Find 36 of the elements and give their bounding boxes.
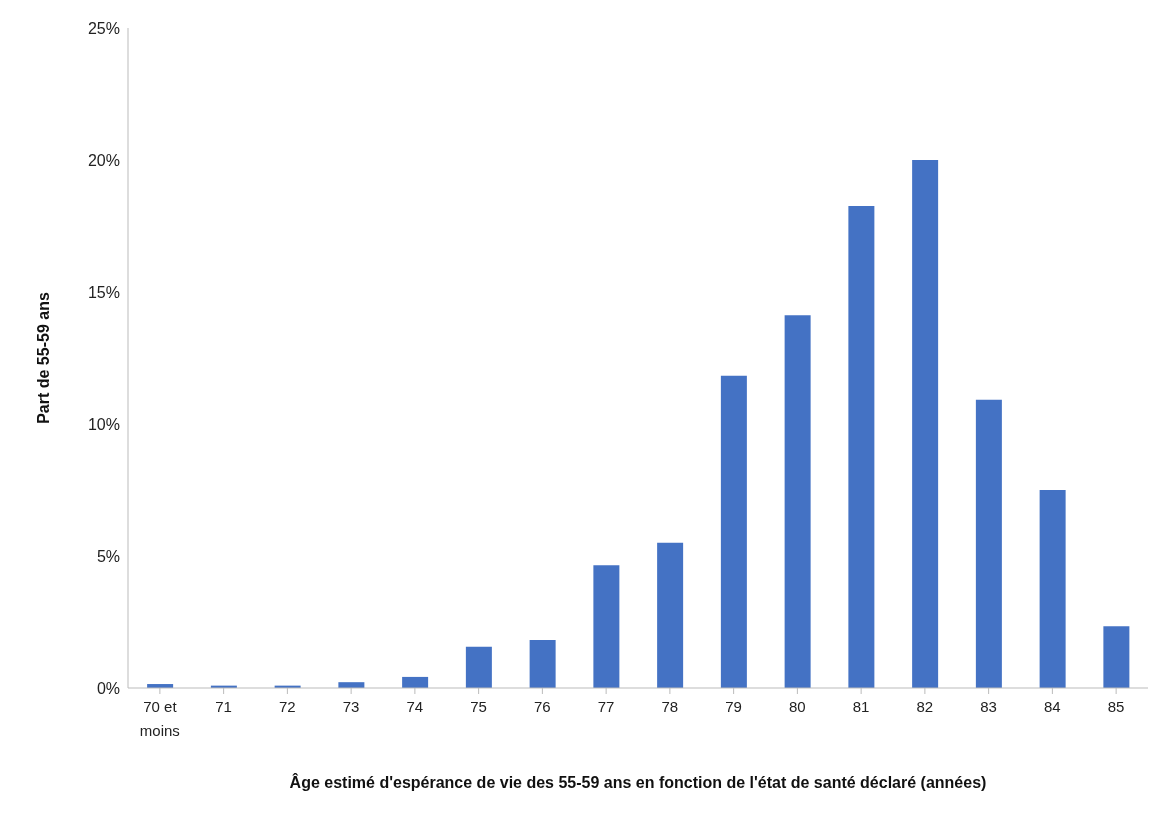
x-tick-label: 84 — [1044, 698, 1061, 715]
x-axis-title: Âge estimé d'espérance de vie des 55-59 ans en fonction de l'état de santé déclaré (années) — [289, 773, 987, 791]
y-axis-title: Part de 55-59 ans — [34, 292, 52, 424]
x-tick-label: 75 — [470, 698, 487, 715]
bar — [1103, 626, 1130, 688]
y-tick-label: 15% — [87, 283, 120, 301]
x-tick-label: 71 — [215, 698, 232, 715]
bar — [593, 565, 620, 688]
x-tick-label: 78 — [661, 698, 679, 715]
bar — [720, 375, 747, 688]
x-tick-label: 77 — [597, 698, 615, 715]
bar — [529, 639, 556, 688]
y-tick-label: 0% — [96, 679, 120, 697]
bar — [848, 205, 875, 688]
bar — [975, 399, 1002, 688]
bar — [912, 160, 939, 688]
bar — [784, 315, 811, 688]
bar — [402, 676, 429, 688]
x-tick-label: 72 — [279, 698, 296, 715]
x-tick-label: 85 — [1107, 698, 1125, 715]
y-tick-label: 5% — [96, 547, 120, 565]
x-tick-label: 70 et moins — [139, 698, 180, 739]
y-tick-label: 10% — [87, 415, 120, 433]
x-tick-label: 73 — [342, 698, 360, 715]
bar — [465, 646, 492, 688]
x-tick-label: 83 — [980, 698, 997, 715]
x-tick-label: 81 — [852, 698, 870, 715]
y-tick-label: 25% — [87, 19, 120, 37]
x-tick-label: 80 — [789, 698, 806, 715]
bar — [657, 542, 684, 688]
y-tick-label: 20% — [87, 151, 120, 169]
bar — [1039, 490, 1066, 688]
x-tick-label: 74 — [406, 698, 424, 715]
x-tick-label: 76 — [534, 698, 551, 715]
x-tick-label: 82 — [916, 698, 934, 715]
x-tick-label: 79 — [725, 698, 742, 715]
